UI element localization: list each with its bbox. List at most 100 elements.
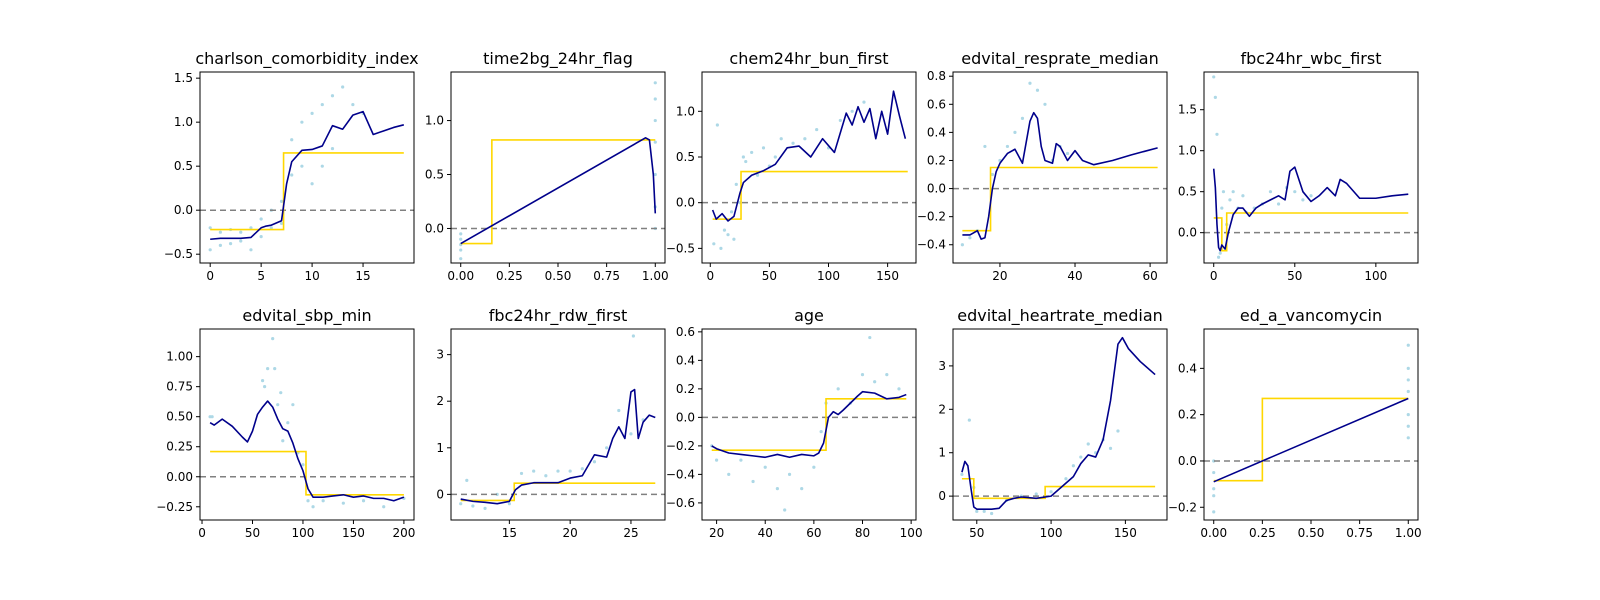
- step-series: [1213, 212, 1409, 252]
- scatter-point: [1065, 151, 1070, 156]
- scatter-point: [1116, 429, 1120, 433]
- x-tick-label: 20: [709, 526, 724, 540]
- x-tick-label: 60: [1142, 269, 1157, 283]
- scatter-point: [779, 137, 783, 141]
- panel-3: edvital_resprate_median 20 40 60 −0.4 −0.2 0.0…: [917, 49, 1168, 283]
- x-tick-label: 0.00: [447, 269, 474, 283]
- scatter-point: [836, 387, 840, 391]
- panel-title: charlson_comorbidity_index: [195, 49, 418, 69]
- scatter-point: [1043, 102, 1047, 106]
- scatter-point: [803, 137, 807, 141]
- panel-title: ed_a_vancomycin: [1240, 306, 1382, 326]
- smooth-series: [210, 110, 405, 241]
- x-tick-label: 40: [1067, 269, 1082, 283]
- scatter-point: [459, 257, 463, 261]
- scatter-point: [1216, 255, 1221, 259]
- y-tick-label: 0.6: [927, 97, 946, 111]
- scatter-point: [714, 458, 719, 462]
- scatter-point: [761, 146, 766, 150]
- smooth-series: [711, 90, 907, 222]
- x-tick-label: 100: [1040, 526, 1063, 540]
- x-tick-label: 15: [502, 526, 517, 540]
- panel-title: age: [794, 306, 824, 325]
- scatter-point: [751, 479, 755, 484]
- scatter-point: [1406, 366, 1410, 370]
- scatter-point: [1086, 442, 1090, 446]
- scatter-point: [507, 502, 511, 506]
- y-tick-label: −0.5: [164, 247, 193, 261]
- scatter-point: [653, 97, 657, 101]
- scatter-point: [279, 199, 284, 203]
- y-tick-label: 0.5: [174, 159, 193, 173]
- scatter-point: [330, 94, 335, 98]
- scatter-point: [873, 380, 877, 384]
- x-tick-label: 50: [969, 526, 984, 540]
- step-series: [210, 450, 404, 496]
- panel-title: time2bg_24hr_flag: [483, 49, 633, 69]
- scatter-point: [1231, 190, 1235, 194]
- scatter-point: [727, 472, 731, 476]
- scatter-point: [967, 418, 971, 422]
- scatter-point: [1013, 130, 1017, 134]
- scatter-point: [218, 243, 222, 247]
- scatter-point: [321, 499, 325, 503]
- scatter-point: [783, 508, 787, 512]
- scatter-point: [259, 234, 263, 239]
- scatter-point: [1034, 492, 1038, 496]
- scatter-point: [1406, 343, 1410, 347]
- x-tick-label: 0: [206, 269, 214, 283]
- panel-title: fbc24hr_wbc_first: [1241, 49, 1382, 69]
- scatter-point: [1406, 436, 1410, 440]
- scatter-point: [459, 502, 463, 506]
- scatter-point: [271, 337, 275, 341]
- x-tick-label: 0: [1210, 269, 1218, 283]
- scatter-point: [741, 155, 745, 159]
- panel-5: edvital_sbp_min 0 50 100 150 200 −0.25 0.00 0.25…: [156, 306, 415, 540]
- scatter-point: [1309, 194, 1313, 198]
- y-tick-label: −0.4: [666, 467, 695, 481]
- scatter-point: [1276, 202, 1281, 206]
- scatter-point: [1301, 198, 1305, 202]
- scatter-point: [351, 102, 355, 107]
- x-tick-label: 50: [1287, 269, 1302, 283]
- scatter-point: [653, 172, 657, 177]
- scatter-point: [631, 334, 635, 338]
- scatter-point: [1028, 81, 1032, 85]
- y-tick-label: 1: [938, 446, 946, 460]
- y-tick-label: 2: [938, 402, 946, 416]
- scatter-point: [1079, 455, 1083, 459]
- scatter-point: [1108, 446, 1113, 450]
- x-tick-label: 0: [706, 269, 714, 283]
- scatter-point: [459, 248, 463, 252]
- y-tick-label: 0.5: [676, 150, 695, 164]
- x-tick-label: 15: [355, 269, 370, 283]
- scatter-point: [519, 471, 524, 476]
- scatter-point: [1221, 190, 1226, 194]
- y-tick-label: −0.2: [666, 439, 695, 453]
- scatter-point: [1241, 194, 1245, 198]
- smooth-series: [961, 336, 1156, 510]
- scatter-point: [495, 492, 499, 496]
- scatter-series: [459, 334, 645, 510]
- axes-frame: [701, 71, 917, 264]
- scatter-point: [815, 127, 819, 132]
- panel-title: fbc24hr_rdw_first: [489, 306, 627, 326]
- scatter-point: [1406, 389, 1410, 394]
- scatter-point: [568, 469, 572, 473]
- x-tick-label: 100: [817, 269, 840, 283]
- y-tick-label: 2: [436, 394, 444, 408]
- step-series: [961, 477, 1156, 500]
- y-tick-label: 0.5: [425, 168, 444, 182]
- scatter-point: [310, 182, 314, 186]
- y-tick-label: 0.0: [676, 410, 695, 424]
- scatter-point: [755, 173, 760, 177]
- scatter-point: [290, 138, 294, 142]
- scatter-point: [838, 118, 842, 123]
- y-tick-label: 0.0: [425, 221, 444, 235]
- x-tick-label: 100: [1364, 269, 1387, 283]
- y-tick-label: 1.5: [1178, 103, 1197, 117]
- y-tick-label: −0.5: [666, 241, 695, 255]
- x-tick-label: 10: [304, 269, 319, 283]
- x-tick-label: 0.25: [496, 269, 523, 283]
